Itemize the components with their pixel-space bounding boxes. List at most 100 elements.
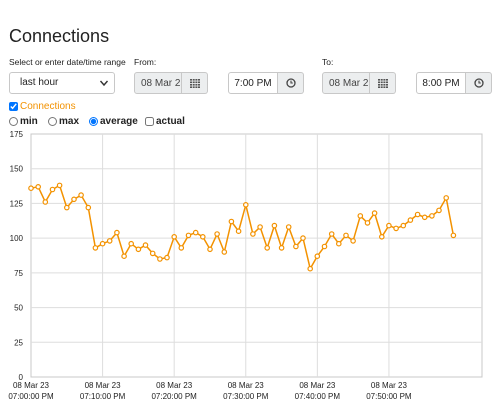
data-point bbox=[178, 245, 185, 251]
data-point bbox=[264, 245, 271, 251]
data-point bbox=[185, 232, 192, 239]
data-point bbox=[357, 213, 364, 219]
data-point bbox=[436, 207, 442, 214]
x-tick-date-label: 08 Mar 23 bbox=[299, 381, 336, 390]
connections-toggle[interactable]: Connections bbox=[9, 101, 76, 112]
y-tick-label: 125 bbox=[10, 199, 24, 208]
data-point bbox=[192, 229, 199, 236]
data-point bbox=[386, 222, 392, 229]
clock-icon bbox=[285, 78, 296, 88]
clock-icon bbox=[473, 78, 484, 88]
data-point bbox=[293, 243, 299, 250]
x-tick-time-label: 07:10:00 PM bbox=[80, 392, 126, 401]
mode-min-label: min bbox=[20, 116, 38, 127]
data-point bbox=[142, 242, 149, 248]
to-date-picker-button[interactable] bbox=[370, 72, 396, 94]
mode-max-radio[interactable] bbox=[48, 117, 57, 126]
from-time-picker-button[interactable] bbox=[278, 72, 304, 94]
data-point bbox=[421, 214, 428, 221]
data-point bbox=[85, 204, 92, 211]
calendar-grid-icon bbox=[189, 78, 200, 88]
data-point bbox=[285, 224, 292, 230]
calendar-grid-icon bbox=[377, 78, 388, 88]
data-point bbox=[171, 234, 178, 240]
data-point bbox=[328, 231, 335, 237]
data-point bbox=[364, 220, 371, 226]
chevron-down-icon bbox=[99, 80, 109, 87]
x-tick-time-label: 07:50:00 PM bbox=[366, 392, 412, 401]
y-tick-label: 150 bbox=[10, 165, 24, 174]
mode-average-option[interactable]: average bbox=[89, 116, 138, 127]
mode-max-label: max bbox=[59, 116, 80, 127]
range-select[interactable]: last hour bbox=[9, 72, 115, 94]
mode-actual-label: actual bbox=[156, 116, 185, 127]
data-point bbox=[321, 243, 328, 250]
x-tick-date-label: 08 Mar 23 bbox=[85, 381, 122, 390]
page-title: Connections bbox=[9, 26, 110, 46]
mode-average-label: average bbox=[100, 116, 138, 127]
data-point bbox=[450, 232, 457, 239]
data-point bbox=[114, 229, 120, 236]
data-point bbox=[42, 199, 49, 205]
data-point bbox=[56, 182, 63, 189]
data-point bbox=[221, 249, 228, 255]
data-point bbox=[164, 254, 170, 261]
plot-area bbox=[30, 133, 483, 378]
y-tick-label: 25 bbox=[14, 338, 23, 347]
data-point bbox=[429, 213, 435, 219]
data-point bbox=[278, 245, 285, 251]
data-point bbox=[35, 184, 42, 190]
data-point bbox=[400, 222, 407, 229]
data-point bbox=[92, 245, 99, 251]
y-tick-label: 75 bbox=[14, 269, 23, 278]
x-tick-time-label: 07:20:00 PM bbox=[151, 392, 197, 401]
data-point bbox=[378, 234, 385, 240]
data-point bbox=[350, 238, 356, 244]
data-point bbox=[149, 250, 156, 257]
to-time-field[interactable]: 8:00 PM bbox=[416, 72, 466, 94]
data-point bbox=[371, 210, 378, 216]
y-tick-label: 50 bbox=[14, 304, 23, 313]
x-tick-time-label: 07:40:00 PM bbox=[295, 392, 341, 401]
data-point bbox=[106, 238, 113, 244]
x-tick-date-label: 08 Mar 23 bbox=[228, 381, 265, 390]
data-point bbox=[128, 240, 135, 247]
data-point bbox=[64, 204, 70, 211]
to-time-picker-button[interactable] bbox=[466, 72, 492, 94]
data-point bbox=[157, 256, 163, 262]
mode-min-option[interactable]: min bbox=[9, 116, 38, 127]
data-point bbox=[243, 202, 249, 208]
mode-actual-checkbox[interactable] bbox=[145, 117, 154, 126]
data-point bbox=[235, 228, 242, 235]
range-label: Select or enter date/time range bbox=[9, 57, 126, 67]
data-point bbox=[300, 235, 306, 241]
data-point bbox=[28, 185, 34, 192]
data-point bbox=[121, 253, 127, 260]
x-tick-date-label: 08 Mar 23 bbox=[371, 381, 408, 390]
data-point bbox=[335, 240, 342, 247]
range-select-value: last hour bbox=[20, 77, 59, 88]
data-point bbox=[314, 253, 321, 260]
mode-average-radio[interactable] bbox=[89, 117, 98, 126]
data-point bbox=[393, 225, 399, 232]
data-point bbox=[200, 234, 206, 240]
mode-min-radio[interactable] bbox=[9, 117, 18, 126]
connections-label: Connections bbox=[20, 101, 76, 112]
from-date-picker-button[interactable] bbox=[182, 72, 208, 94]
data-point bbox=[414, 211, 421, 218]
data-point bbox=[228, 218, 235, 225]
data-point bbox=[99, 240, 106, 247]
mode-actual-option[interactable]: actual bbox=[145, 116, 185, 127]
from-time-field[interactable]: 7:00 PM bbox=[228, 72, 278, 94]
to-label: To: bbox=[322, 57, 334, 67]
to-date-field: 08 Mar 23 bbox=[322, 72, 370, 94]
x-tick-date-label: 08 Mar 23 bbox=[156, 381, 193, 390]
mode-max-option[interactable]: max bbox=[48, 116, 79, 127]
data-point bbox=[250, 231, 256, 237]
connections-checkbox[interactable] bbox=[9, 102, 18, 111]
from-label: From: bbox=[134, 57, 157, 67]
data-point bbox=[307, 265, 314, 272]
data-point bbox=[214, 231, 220, 237]
data-point bbox=[257, 224, 263, 230]
